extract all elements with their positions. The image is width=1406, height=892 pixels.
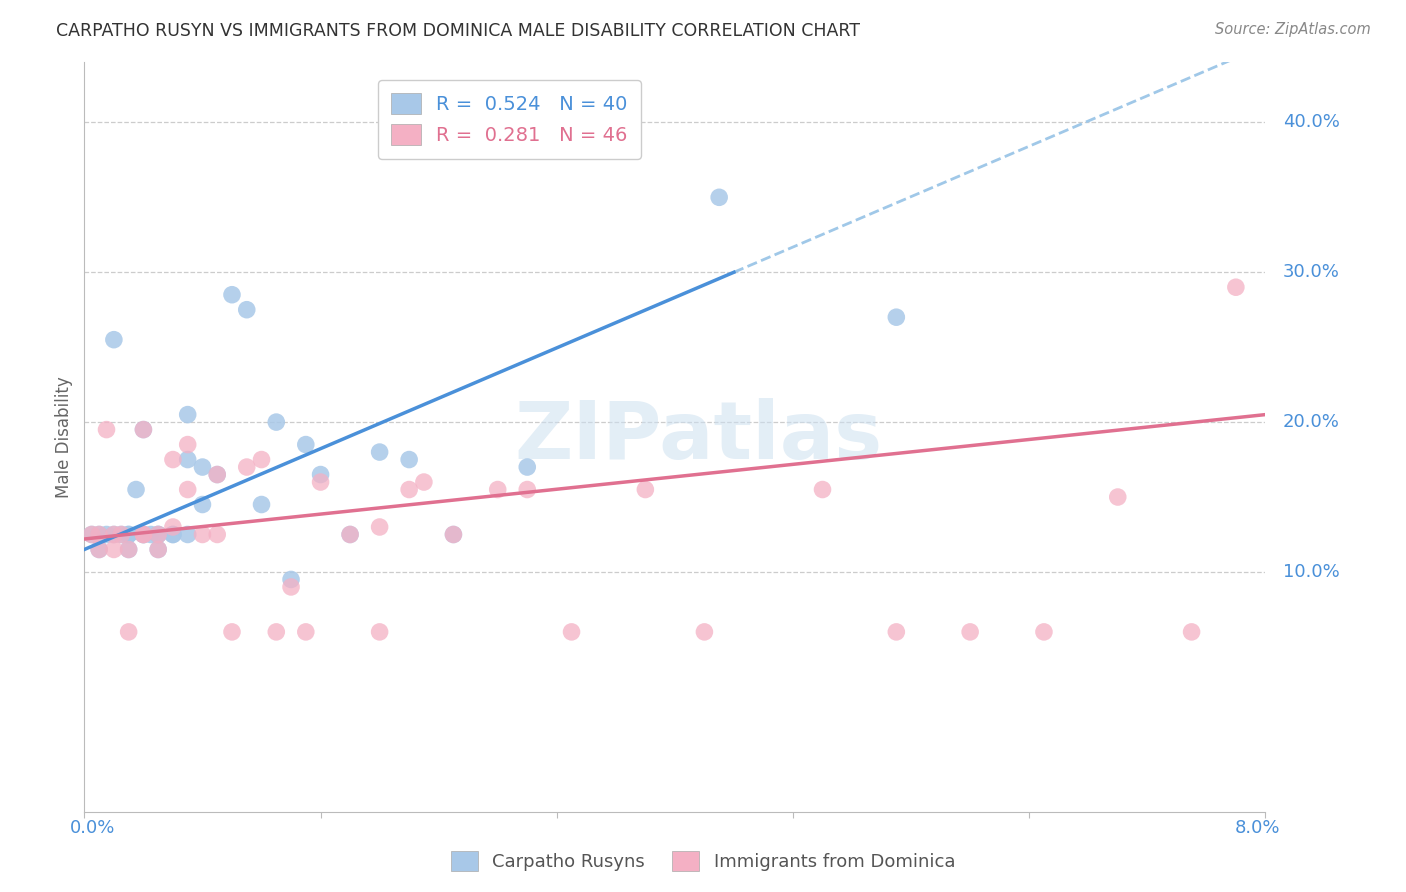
Point [80,527,103,541]
Point [693,624,716,639]
Point [709,190,731,204]
Text: ZIPatlas: ZIPatlas [515,398,883,476]
Point [811,483,834,497]
Text: 20.0%: 20.0% [1284,413,1340,431]
Point [87,542,111,557]
Point [516,460,538,475]
Point [103,542,125,557]
Text: Source: ZipAtlas.com: Source: ZipAtlas.com [1215,22,1371,37]
Point [221,624,243,639]
Point [1225,280,1247,294]
Point [110,527,132,541]
Point [148,542,170,557]
Point [280,580,302,594]
Point [1033,624,1056,639]
Point [132,527,155,541]
Point [132,527,155,541]
Point [250,498,273,512]
Point [132,423,155,437]
Point [177,437,200,451]
Y-axis label: Male Disability: Male Disability [55,376,73,498]
Point [87,527,111,541]
Point [561,624,583,639]
Point [309,467,332,482]
Point [264,415,288,429]
Point [139,527,162,541]
Point [221,287,243,301]
Text: 8.0%: 8.0% [1234,819,1281,838]
Point [398,452,420,467]
Point [295,437,318,451]
Point [207,467,229,482]
Point [177,408,200,422]
Point [634,483,657,497]
Point [368,445,391,459]
Legend: Carpatho Rusyns, Immigrants from Dominica: Carpatho Rusyns, Immigrants from Dominic… [443,844,963,879]
Point [207,467,229,482]
Point [132,527,155,541]
Point [413,475,436,489]
Point [148,542,170,557]
Point [886,310,908,325]
Point [177,527,200,541]
Point [1181,624,1204,639]
Point [162,527,184,541]
Point [250,452,273,467]
Point [235,460,259,475]
Point [264,624,288,639]
Point [177,483,200,497]
Legend: R =  0.524   N = 40, R =  0.281   N = 46: R = 0.524 N = 40, R = 0.281 N = 46 [378,79,641,159]
Point [339,527,361,541]
Point [103,527,125,541]
Point [118,527,141,541]
Point [96,423,118,437]
Point [132,527,155,541]
Point [309,475,332,489]
Text: 0.0%: 0.0% [69,819,115,838]
Point [118,542,141,557]
Point [87,527,111,541]
Point [886,624,908,639]
Point [162,452,184,467]
Point [148,527,170,541]
Point [368,624,391,639]
Point [191,527,214,541]
Point [516,483,538,497]
Text: 40.0%: 40.0% [1284,113,1340,131]
Point [1107,490,1129,504]
Text: 10.0%: 10.0% [1284,563,1340,581]
Point [162,520,184,534]
Point [87,542,111,557]
Point [110,527,132,541]
Point [96,527,118,541]
Point [191,498,214,512]
Point [132,423,155,437]
Point [118,542,141,557]
Point [398,483,420,497]
Point [235,302,259,317]
Point [80,527,103,541]
Point [368,520,391,534]
Point [177,452,200,467]
Point [191,460,214,475]
Point [162,527,184,541]
Point [443,527,465,541]
Point [339,527,361,541]
Point [148,527,170,541]
Text: 30.0%: 30.0% [1284,263,1340,281]
Text: CARPATHO RUSYN VS IMMIGRANTS FROM DOMINICA MALE DISABILITY CORRELATION CHART: CARPATHO RUSYN VS IMMIGRANTS FROM DOMINI… [56,22,860,40]
Point [443,527,465,541]
Point [103,333,125,347]
Point [103,527,125,541]
Point [118,527,141,541]
Point [280,573,302,587]
Point [207,527,229,541]
Point [959,624,981,639]
Point [148,527,170,541]
Point [125,483,148,497]
Point [486,483,509,497]
Point [118,624,141,639]
Point [295,624,318,639]
